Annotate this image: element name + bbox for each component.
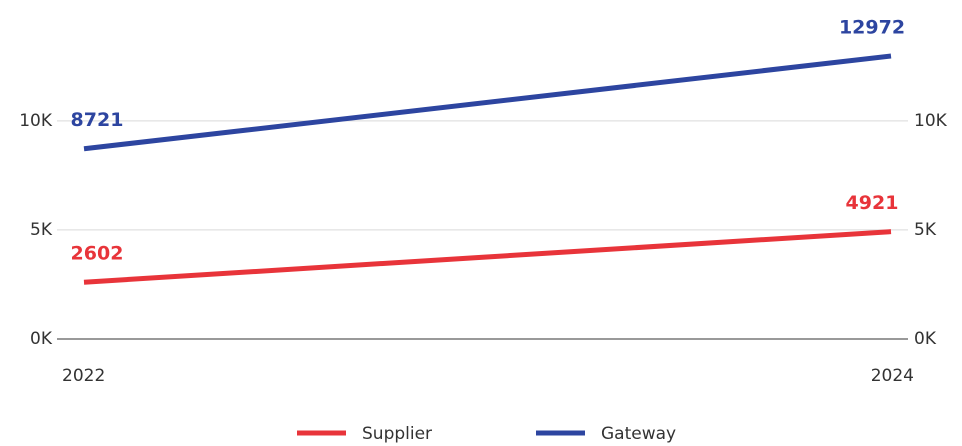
legend-label-gateway: Gateway [601, 424, 676, 444]
supplier-data-label: 4921 [846, 192, 899, 214]
axis-ticks: 0K 0K 5K 5K 10K 10K 2022 2024 [19, 111, 947, 386]
y-tick-label-left: 0K [30, 329, 53, 349]
gateway-series-line [83, 53, 892, 152]
x-tick-label: 2024 [871, 366, 914, 386]
gateway-data-label: 12972 [839, 17, 905, 39]
data-labels: 2602 4921 8721 12972 [71, 17, 906, 265]
y-tick-label-right: 5K [914, 220, 937, 240]
supplier-data-label: 2602 [71, 243, 124, 265]
legend-label-supplier: Supplier [362, 424, 432, 444]
x-tick-label: 2022 [62, 366, 105, 386]
y-tick-label-left: 5K [30, 220, 53, 240]
series-lines [83, 53, 892, 285]
legend: Supplier Gateway [297, 424, 676, 444]
y-tick-label-right: 10K [914, 111, 948, 131]
gateway-data-label: 8721 [71, 109, 124, 131]
y-tick-label-left: 10K [19, 111, 53, 131]
supplier-series-line [83, 229, 892, 285]
y-tick-label-right: 0K [914, 329, 937, 349]
gridlines [57, 120, 908, 340]
